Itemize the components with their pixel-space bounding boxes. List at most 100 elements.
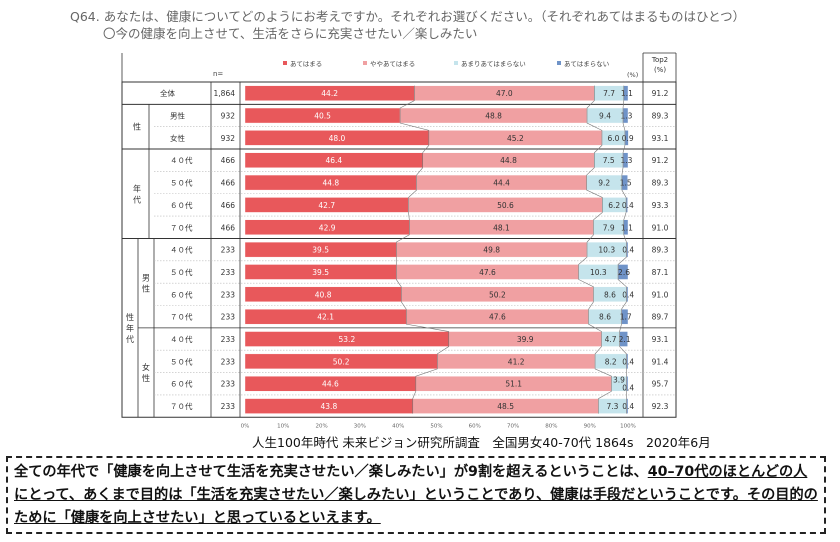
row-label: ５０代 xyxy=(170,356,193,366)
row-label: ４０代 xyxy=(170,245,193,255)
bar-value-label: 53.2 xyxy=(339,335,356,344)
bar-value-label: 47.6 xyxy=(489,313,506,322)
row-label: ７０代 xyxy=(170,312,193,322)
row-top2: 92.3 xyxy=(652,402,669,411)
row-n: 233 xyxy=(221,246,236,255)
legend-label: ややあてはまる xyxy=(370,60,415,68)
bar-value-label: 40.8 xyxy=(315,290,332,299)
top2-header-unit: (%) xyxy=(654,66,666,74)
legend-swatch xyxy=(454,61,458,65)
row-n: 233 xyxy=(221,335,236,344)
row-n: 1,864 xyxy=(214,89,236,98)
row-n: 466 xyxy=(221,156,236,165)
bar-value-label: 1.3 xyxy=(621,156,633,165)
row-top2: 93.3 xyxy=(652,201,669,210)
row-label: ５０代 xyxy=(170,178,193,188)
row-label: ７０代 xyxy=(170,222,193,232)
source-note: 人生100年時代 未来ビジョン研究所調査 全国男女40-70代 1864s 20… xyxy=(252,435,711,450)
x-tick-label: 30% xyxy=(354,423,366,429)
row-label: 男性 xyxy=(170,111,185,121)
legend-swatch xyxy=(557,61,561,65)
bar-value-label: 7.3 xyxy=(607,402,619,411)
top2-header: Top2 xyxy=(651,56,668,64)
conclusion-box: 全ての年代で「健康を向上させて生活を充実させたい／楽しみたい」が9割を超えるとい… xyxy=(6,456,826,534)
row-top2: 93.1 xyxy=(652,134,669,143)
group-label: 代 xyxy=(133,194,141,204)
bar-value-label: 8.6 xyxy=(599,313,611,322)
row-top2: 91.0 xyxy=(652,223,669,232)
x-tick-label: 20% xyxy=(315,423,327,429)
row-top2: 91.4 xyxy=(652,357,669,366)
bar-value-label: 6.2 xyxy=(608,201,620,210)
n-header: n= xyxy=(213,70,223,78)
bar-value-label: 44.8 xyxy=(322,179,339,188)
bar-value-label: 45.2 xyxy=(507,134,524,143)
bar-value-label: 9.4 xyxy=(599,112,611,121)
bar-value-label: 44.4 xyxy=(493,179,510,188)
row-n: 233 xyxy=(221,402,236,411)
bar-value-label: 50.6 xyxy=(497,201,514,210)
bar-value-label: 42.1 xyxy=(317,313,334,322)
legend-swatch xyxy=(283,61,287,65)
row-top2: 87.1 xyxy=(652,268,669,277)
bar-value-label: 39.5 xyxy=(312,268,329,277)
row-n: 466 xyxy=(221,201,236,210)
bar-value-label: 50.2 xyxy=(489,290,506,299)
x-tick-label: 10% xyxy=(277,423,289,429)
connector-line xyxy=(395,85,450,414)
bar-value-label: 44.2 xyxy=(321,89,338,98)
bar-value-label: 42.9 xyxy=(319,223,336,232)
bar-value-label: 0.4 xyxy=(622,246,634,255)
row-top2: 91.2 xyxy=(652,156,669,165)
bar-value-label: 46.4 xyxy=(326,156,343,165)
bar-value-label: 8.6 xyxy=(604,290,616,299)
legend-label: あてはまる xyxy=(290,60,322,68)
bar-value-label: 1.3 xyxy=(621,112,633,121)
bar-value-label: 43.8 xyxy=(321,402,338,411)
bar-value-label: 4.7 xyxy=(605,335,617,344)
bar-value-label: 7.7 xyxy=(603,89,615,98)
bar-value-label: 49.8 xyxy=(483,246,500,255)
connector-line xyxy=(578,85,612,414)
legend-swatch xyxy=(363,61,367,65)
bar-value-label: 1.5 xyxy=(620,179,632,188)
row-label: ６０代 xyxy=(170,289,193,299)
row-label: ４０代 xyxy=(170,334,193,344)
bar-value-label: 9.2 xyxy=(598,179,610,188)
bar-value-label: 47.6 xyxy=(479,268,496,277)
bar-value-label: 51.1 xyxy=(505,380,522,389)
row-top2: 95.7 xyxy=(652,380,669,389)
row-top2: 93.1 xyxy=(652,335,669,344)
bar-value-label: 0.4 xyxy=(622,201,634,210)
bar-value-label: 48.1 xyxy=(493,223,510,232)
bar-value-label: 41.2 xyxy=(508,357,525,366)
bar-value-label: 47.0 xyxy=(496,89,513,98)
x-tick-label: 80% xyxy=(545,423,557,429)
row-n: 233 xyxy=(221,268,236,277)
bar-value-label: 48.5 xyxy=(497,402,514,411)
x-tick-label: 0% xyxy=(241,423,250,429)
bar-value-label: 10.3 xyxy=(598,246,615,255)
row-n: 932 xyxy=(221,134,236,143)
row-label: 女性 xyxy=(170,133,185,143)
bar-value-label: 1.7 xyxy=(620,313,632,322)
row-top2: 89.7 xyxy=(652,313,669,322)
conclusion-text-1: 全ての年代で「健康を向上させて生活を充実させたい／楽しみたい」が9割を超えるとい… xyxy=(14,464,648,480)
bar-value-label: 0.4 xyxy=(622,402,634,411)
connector-line xyxy=(617,85,627,414)
table-frame xyxy=(121,81,677,418)
row-label: ７０代 xyxy=(170,401,193,411)
bar-value-label: 3.9 xyxy=(613,376,625,385)
row-top2: 91.0 xyxy=(652,290,669,299)
conclusion-text-2: 40–70代のほとんどの人にとって、あくまで目的は「生活を充実させたい／楽しみた… xyxy=(14,464,818,526)
subgroup-label: 性 xyxy=(142,373,150,383)
subgroup-label: 男 xyxy=(142,274,150,283)
row-n: 233 xyxy=(221,290,236,299)
row-label: ６０代 xyxy=(170,200,193,210)
group-label: 年 xyxy=(133,183,141,193)
bar-value-label: 0.9 xyxy=(622,134,634,143)
bar-value-label: 7.5 xyxy=(603,156,615,165)
pct-unit: (%) xyxy=(627,71,638,79)
row-n: 233 xyxy=(221,380,236,389)
bar-value-label: 8.2 xyxy=(605,357,617,366)
